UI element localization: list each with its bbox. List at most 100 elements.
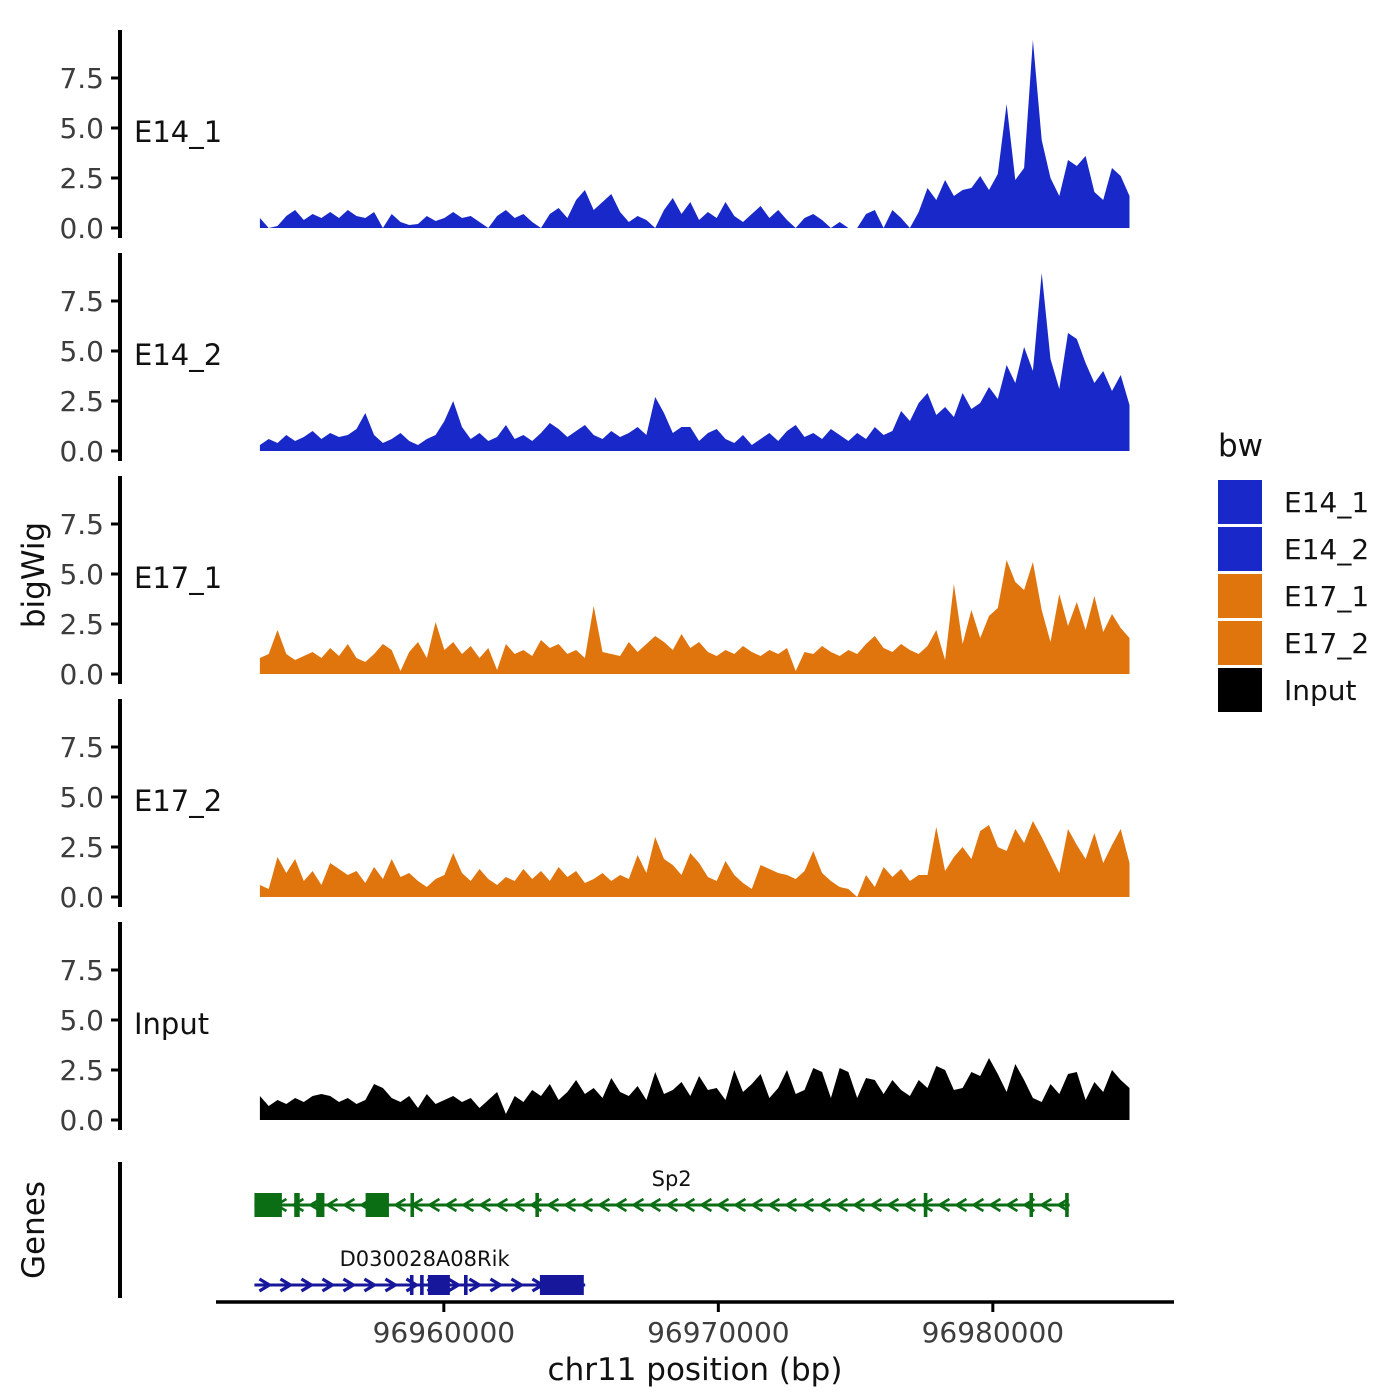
y-tick-label-E17_2: 7.5 — [59, 731, 104, 764]
track-panel-E17_2: 0.0 2.5 5.0 7.5 E17_2 — [59, 699, 1130, 914]
strand-arrow-icon — [405, 1277, 420, 1293]
strand-arrow-icon — [460, 1197, 475, 1213]
gene-exon-Sp2 — [254, 1193, 282, 1217]
strand-arrow-icon — [545, 1197, 560, 1213]
strand-arrow-icon — [426, 1197, 441, 1213]
y-tick-label-E14_2: 5.0 — [59, 335, 104, 368]
gene-model-Sp2 — [254, 1193, 1070, 1217]
legend-label-E14_2: E14_2 — [1284, 532, 1370, 566]
strand-arrow-icon — [341, 1197, 356, 1213]
y-tick-label-E17_2: 5.0 — [59, 781, 104, 814]
strand-arrow-icon — [953, 1197, 968, 1213]
strand-arrow-icon — [715, 1197, 730, 1213]
y-tick-label-Input: 7.5 — [59, 954, 104, 987]
strand-arrow-icon — [321, 1277, 336, 1293]
gene-exon-tick-Sp2 — [923, 1193, 928, 1217]
strand-arrow-icon — [324, 1197, 339, 1213]
legend-label-E14_1: E14_1 — [1284, 485, 1370, 519]
track-label-E14_2: E14_2 — [134, 338, 222, 372]
strand-arrow-icon — [970, 1197, 985, 1213]
strand-arrow-icon — [384, 1277, 399, 1293]
legend: bw E14_1 E14_2 E17_1 E17_2 Input — [1218, 428, 1369, 715]
strand-arrow-icon — [596, 1197, 611, 1213]
gene-exon-Sp2 — [316, 1193, 325, 1217]
strand-arrow-icon — [766, 1197, 781, 1213]
track-label-E17_1: E17_1 — [134, 561, 222, 595]
strand-arrow-icon — [732, 1197, 747, 1213]
gene-exon-Sp2 — [365, 1193, 389, 1217]
strand-arrow-icon — [885, 1197, 900, 1213]
strand-arrow-icon — [749, 1197, 764, 1213]
legend-swatch-E17_1 — [1218, 574, 1262, 618]
track-panel-Input: 0.0 2.5 5.0 7.5 Input — [59, 922, 1130, 1137]
strand-arrow-icon — [851, 1197, 866, 1213]
strand-arrow-icon — [489, 1277, 504, 1293]
legend-swatch-E14_2 — [1218, 527, 1262, 571]
genes-panel: Sp2 D030028A08Rik — [118, 1162, 1070, 1298]
gene-exon-tick-Sp2 — [1029, 1193, 1034, 1217]
strand-arrow-icon — [468, 1277, 483, 1293]
track-panel-E14_1: 0.0 2.5 5.0 7.5 E14_1 — [59, 30, 1130, 245]
track-panel-E17_1: 0.0 2.5 5.0 7.5 E17_1 — [59, 476, 1130, 691]
legend-swatch-E17_2 — [1218, 621, 1262, 665]
y-tick-label-E17_1: 0.0 — [59, 658, 104, 691]
gene-model-D030028A08Rik — [254, 1275, 586, 1295]
strand-arrow-icon — [290, 1197, 305, 1213]
track-label-E17_2: E17_2 — [134, 784, 222, 818]
gene-exon-tick-D030028A08Rik — [463, 1275, 468, 1295]
gene-exon-tick-Sp2 — [1065, 1193, 1069, 1217]
y-tick-label-E17_1: 2.5 — [59, 608, 104, 641]
legend-swatch-E14_1 — [1218, 480, 1262, 524]
strand-arrow-icon — [936, 1197, 951, 1213]
strand-arrow-icon — [342, 1277, 357, 1293]
strand-arrow-icon — [868, 1197, 883, 1213]
legend-swatch-Input — [1218, 668, 1262, 712]
signal-area-Input — [259, 1058, 1130, 1120]
x-tick-label: 96980000 — [922, 1316, 1065, 1349]
strand-arrow-icon — [630, 1197, 645, 1213]
strand-arrow-icon — [511, 1197, 526, 1213]
y-tick-label-E17_2: 2.5 — [59, 831, 104, 864]
legend-item-E14_2: E14_2 — [1218, 527, 1369, 571]
legend-label-E17_2: E17_2 — [1284, 626, 1370, 660]
strand-arrow-icon — [664, 1197, 679, 1213]
y-tick-label-E14_2: 7.5 — [59, 285, 104, 318]
x-tick-label: 96970000 — [647, 1316, 790, 1349]
strand-arrow-icon — [1038, 1197, 1053, 1213]
y-tick-label-E14_2: 0.0 — [59, 435, 104, 468]
strand-arrow-icon — [562, 1197, 577, 1213]
y-tick-label-E14_1: 5.0 — [59, 112, 104, 145]
gene-exon-tick-D030028A08Rik — [420, 1275, 424, 1295]
y-tick-label-E14_1: 2.5 — [59, 162, 104, 195]
legend-items: E14_1 E14_2 E17_1 E17_2 Input — [1218, 480, 1369, 712]
strand-arrow-icon — [1055, 1197, 1070, 1213]
x-tick-label: 96960000 — [373, 1316, 516, 1349]
strand-arrow-icon — [800, 1197, 815, 1213]
signal-area-E17_2 — [259, 821, 1130, 897]
y-tick-label-E17_1: 7.5 — [59, 508, 104, 541]
strand-arrow-icon — [902, 1197, 917, 1213]
x-axis: 96960000 96970000 96980000 — [216, 1300, 1174, 1349]
y-tick-label-E14_1: 7.5 — [59, 62, 104, 95]
y-tick-label-E17_2: 0.0 — [59, 881, 104, 914]
gene-exon-D030028A08Rik — [427, 1275, 450, 1295]
y-tick-label-E14_2: 2.5 — [59, 385, 104, 418]
gene-exon-tick-D030028A08Rik — [409, 1275, 414, 1295]
strand-arrow-icon — [258, 1277, 273, 1293]
strand-arrow-icon — [613, 1197, 628, 1213]
legend-title: bw — [1218, 428, 1264, 464]
gene-exon-Sp2 — [294, 1193, 300, 1217]
strand-arrow-icon — [447, 1277, 462, 1293]
strand-arrow-icon — [647, 1197, 662, 1213]
signal-area-E17_1 — [259, 560, 1130, 674]
signal-area-E14_2 — [259, 273, 1130, 451]
strand-arrow-icon — [279, 1277, 294, 1293]
strand-arrow-icon — [510, 1277, 525, 1293]
legend-item-E17_1: E17_1 — [1218, 574, 1369, 618]
strand-arrow-icon — [392, 1197, 407, 1213]
strand-arrow-icon — [783, 1197, 798, 1213]
strand-arrow-icon — [834, 1197, 849, 1213]
legend-item-E17_2: E17_2 — [1218, 621, 1369, 665]
track-panel-E14_2: 0.0 2.5 5.0 7.5 E14_2 — [59, 253, 1130, 468]
y-tick-label-E17_1: 5.0 — [59, 558, 104, 591]
